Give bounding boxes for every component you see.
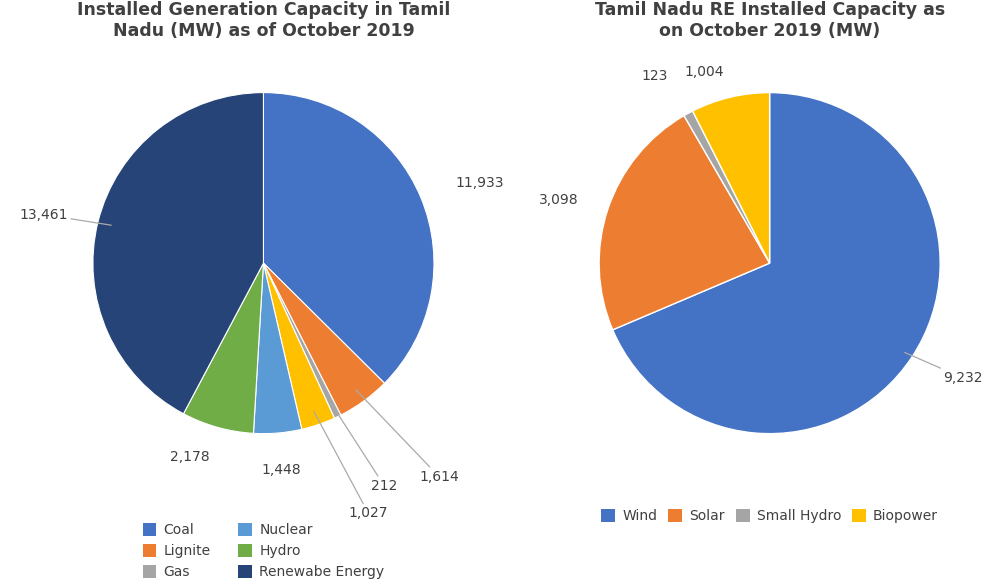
Text: 123: 123	[642, 69, 668, 83]
Legend: Coal, Lignite, Gas, Diesel, Nuclear, Hydro, Renewabe Energy: Coal, Lignite, Gas, Diesel, Nuclear, Hyd…	[137, 518, 390, 584]
Wedge shape	[613, 93, 941, 434]
Title: Tamil Nadu RE Installed Capacity as
on October 2019 (MW): Tamil Nadu RE Installed Capacity as on O…	[595, 1, 945, 40]
Text: 3,098: 3,098	[539, 193, 578, 207]
Wedge shape	[600, 116, 770, 330]
Text: 1,027: 1,027	[314, 412, 388, 520]
Text: 1,614: 1,614	[356, 390, 459, 484]
Wedge shape	[692, 93, 770, 263]
Wedge shape	[183, 263, 264, 433]
Wedge shape	[93, 93, 264, 413]
Wedge shape	[684, 111, 770, 263]
Text: 1,004: 1,004	[685, 65, 724, 79]
Wedge shape	[254, 263, 302, 434]
Text: 2,178: 2,178	[169, 450, 209, 464]
Legend: Wind, Solar, Small Hydro, Biopower: Wind, Solar, Small Hydro, Biopower	[596, 504, 944, 529]
Title: Installed Generation Capacity in Tamil
Nadu (MW) as of October 2019: Installed Generation Capacity in Tamil N…	[76, 1, 450, 40]
Wedge shape	[264, 93, 434, 383]
Wedge shape	[264, 263, 334, 429]
Text: 212: 212	[332, 404, 397, 493]
Wedge shape	[264, 263, 341, 418]
Wedge shape	[264, 263, 384, 415]
Text: 1,448: 1,448	[262, 464, 301, 478]
Text: 9,232: 9,232	[904, 353, 983, 385]
Text: 11,933: 11,933	[456, 176, 504, 190]
Text: 13,461: 13,461	[20, 207, 112, 225]
